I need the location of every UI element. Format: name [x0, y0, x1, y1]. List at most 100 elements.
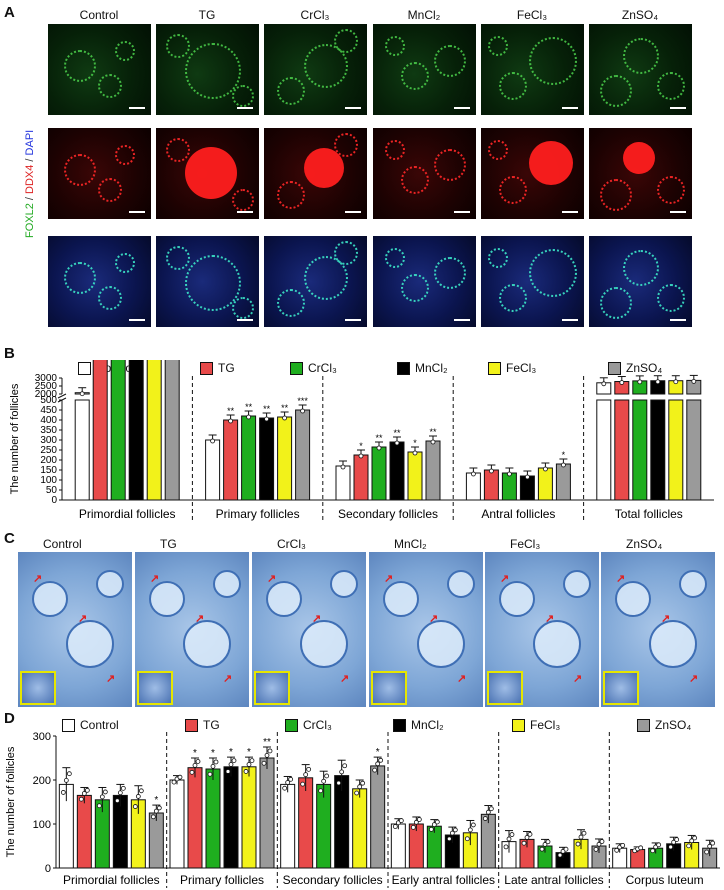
data-point: [539, 846, 545, 852]
data-point: [412, 450, 418, 456]
inset-box: [20, 671, 56, 705]
panel-a-image-r2-c5: [481, 128, 584, 219]
data-point: [392, 824, 398, 829]
legend-swatch: [78, 361, 91, 375]
data-point: [599, 839, 605, 844]
follicle-ring: [300, 620, 348, 668]
y-tick-label: 300: [40, 435, 57, 446]
scale-bar: [454, 211, 470, 213]
bar: [223, 766, 239, 869]
data-point: [691, 378, 697, 384]
follicle-ring: [304, 256, 348, 300]
panel-a-image-r2-c2: [156, 128, 259, 219]
follicle-ring: [499, 581, 535, 617]
legend-label: TG: [218, 361, 235, 375]
significance-mark: *: [376, 747, 380, 758]
bar: [353, 454, 369, 501]
data-point: [340, 464, 346, 470]
follicle-ring: [657, 176, 685, 204]
data-point: [398, 818, 404, 824]
data-point: [521, 840, 527, 846]
y-tick-label: 200: [40, 455, 57, 466]
red-arrow-icon: ↗: [545, 613, 555, 625]
follicle-ring: [266, 581, 302, 617]
follicle-ring: [657, 284, 685, 312]
follicle-ring: [600, 287, 632, 319]
data-point: [336, 780, 342, 786]
bar: [259, 417, 275, 501]
follicle-ring: [64, 154, 96, 186]
panel-a-title-tg: TG: [198, 8, 216, 22]
data-point: [378, 757, 384, 763]
follicle-ring: [488, 36, 508, 56]
follicle-ring: [98, 286, 122, 310]
panel-c-title-crcl: CrCl₃: [277, 537, 306, 551]
category-label-late-antral-follicles: Late antral follicles: [504, 873, 603, 887]
follicle-ring: [213, 570, 241, 598]
panel-label-b: B: [4, 345, 15, 362]
follicle-ring: [334, 133, 358, 157]
follicle-ring: [232, 189, 254, 211]
panel-label-a: A: [4, 4, 15, 21]
red-arrow-icon: ↗: [457, 673, 467, 685]
red-arrow-icon: ↗: [78, 613, 88, 625]
scale-bar: [670, 211, 686, 213]
significance-mark: **: [227, 406, 235, 416]
panel-a-title-znso: ZnSO₄: [621, 8, 659, 22]
panel-a-image-r3-c2: [156, 236, 259, 327]
y-tick-label: 100: [40, 475, 57, 486]
follicle-ring: [615, 581, 651, 617]
scale-bar: [562, 319, 578, 321]
follicle-ring: [499, 72, 527, 100]
data-point: [357, 784, 363, 790]
panel-a-image-r3-c6: [589, 236, 692, 327]
y-tick-label: 200: [33, 775, 51, 787]
red-arrow-icon: ↗: [223, 673, 233, 685]
y-axis-label: The number of follicles: [5, 746, 17, 857]
bar: [76, 794, 92, 869]
data-point: [117, 790, 123, 796]
follicle-ring: [649, 620, 697, 668]
legend-label: MnCl₂: [411, 718, 444, 732]
panel-c-title-mncl: MnCl₂: [394, 537, 427, 551]
follicle-ring: [66, 620, 114, 668]
bar: [146, 360, 162, 501]
significance-mark: **: [245, 402, 253, 412]
scale-bar: [237, 319, 253, 321]
bar: [614, 399, 630, 501]
follicle-ring: [529, 37, 577, 85]
legend-label: ZnSO₄: [626, 361, 663, 375]
bar: [205, 768, 221, 869]
bar: [205, 439, 221, 501]
data-point: [650, 848, 656, 854]
red-arrow-icon: ↗: [429, 613, 439, 625]
panel-label-c: C: [4, 530, 15, 547]
follicle-ring: [657, 72, 685, 100]
follicle-ring: [488, 140, 508, 160]
data-point: [285, 780, 291, 785]
scale-bar: [237, 211, 253, 213]
panel-a-image-r3-c3: [264, 236, 367, 327]
panel-c-image-tg: ↗ ↗ ↗: [135, 552, 249, 707]
follicle-ring: [232, 85, 254, 107]
bar: [686, 399, 702, 501]
follicle-ring: [166, 34, 190, 58]
data-point: [342, 763, 348, 769]
legend-item-mncl: MnCl₂: [397, 361, 448, 375]
panel-a-image-r2-c4: [373, 128, 476, 219]
data-point: [673, 379, 679, 385]
legend-item-fecl: FeCl₃: [512, 718, 560, 732]
data-point: [527, 831, 533, 837]
follicle-ring: [623, 142, 655, 174]
y-tick-label: 100: [33, 819, 51, 831]
scale-bar: [237, 107, 253, 109]
red-arrow-icon: ↗: [33, 573, 43, 585]
follicle-ring: [64, 50, 96, 82]
follicle-ring: [277, 289, 305, 317]
follicle-ring: [185, 43, 241, 99]
category-label-primordial-follicles: Primordial follicles: [63, 873, 160, 887]
data-point: [704, 849, 710, 855]
bar: [259, 757, 275, 869]
follicle-ring: [98, 178, 122, 202]
scale-bar: [345, 211, 361, 213]
